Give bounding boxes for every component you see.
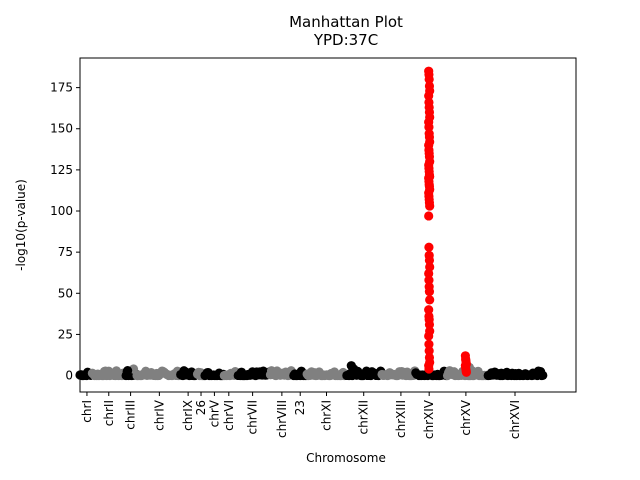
x-tick-label: chrIV: [152, 399, 166, 431]
x-tick-label: chrXI: [320, 400, 334, 431]
data-point: [538, 370, 548, 381]
data-point: [424, 339, 434, 349]
y-axis-ticks: 0 25 50 75 100 125 150 175: [50, 81, 80, 383]
data-point: [461, 367, 471, 377]
y-tick-label: 175: [50, 81, 73, 95]
x-tick-label: chrVIII: [275, 400, 289, 438]
data-point: [424, 91, 434, 101]
x-tick-label: chrVI: [222, 400, 236, 431]
data-point: [424, 275, 434, 285]
y-tick-label: 125: [50, 163, 73, 177]
data-point: [424, 268, 434, 279]
chart-subtitle: YPD:37C: [313, 31, 378, 49]
x-tick-label: chrIX: [181, 400, 195, 431]
data-point: [424, 331, 434, 341]
x-tick-label: 23: [293, 400, 307, 415]
data-point: [425, 201, 435, 211]
data-point: [349, 364, 359, 374]
data-point: [424, 74, 434, 84]
y-tick-label: 75: [58, 245, 73, 259]
data-point: [424, 305, 434, 315]
x-tick-label: chrI: [80, 400, 94, 423]
y-tick-label: 25: [58, 327, 73, 341]
x-tick-label: chrII: [102, 400, 116, 426]
x-tick-label: chrXII: [357, 400, 371, 434]
data-point: [424, 242, 434, 252]
y-tick-label: 50: [58, 286, 73, 300]
y-tick-label: 100: [50, 204, 73, 218]
data-point: [425, 295, 435, 305]
data-point: [424, 287, 435, 297]
x-axis-label: Chromosome: [306, 451, 386, 465]
data-point: [424, 255, 435, 265]
y-tick-label: 0: [65, 369, 73, 383]
data-point: [424, 319, 435, 330]
data-point: [424, 211, 434, 221]
data-points-layer: [75, 66, 548, 381]
x-tick-label: chrV: [207, 399, 221, 427]
x-tick-label: chrIII: [124, 400, 138, 430]
x-tick-label: chrXIV: [422, 399, 436, 439]
x-tick-label: chrXIII: [394, 400, 408, 438]
data-point: [424, 346, 434, 356]
x-tick-label: chrXVI: [508, 400, 522, 439]
x-tick-label: 26: [194, 400, 208, 415]
x-tick-label: chrVII: [246, 400, 260, 434]
data-point: [123, 366, 133, 376]
chart-title: Manhattan Plot: [289, 13, 403, 31]
y-axis-label: -log10(p-value): [14, 179, 28, 271]
y-tick-label: 150: [50, 122, 73, 136]
plot-frame: [79, 57, 577, 393]
data-point: [424, 364, 434, 374]
data-point: [424, 122, 434, 132]
x-tick-label: chrXV: [459, 399, 473, 435]
